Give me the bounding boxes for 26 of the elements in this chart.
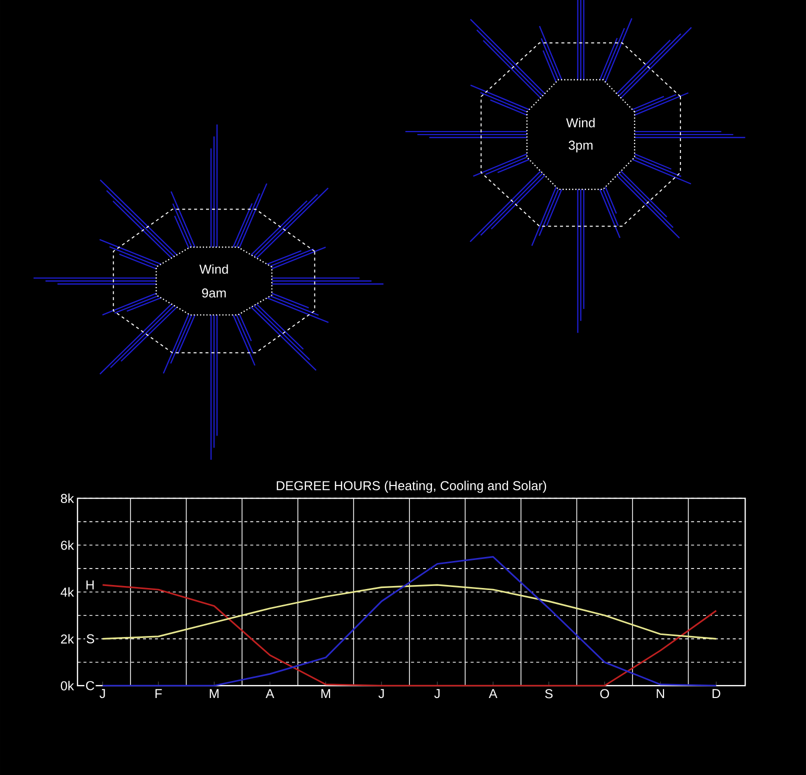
series-label: H [86,580,94,590]
text: Wind [566,118,595,128]
x-tick-label: S [545,688,553,698]
x-tick-label: F [156,688,162,698]
x-tick-label: A [266,688,274,698]
x-tick-label: J [378,688,384,698]
x-tick-label: D [712,688,720,698]
text: 9am [202,288,226,298]
y-tick-label: 2k [61,634,74,644]
x-tick-label: J [434,688,440,698]
series-label: C [86,680,94,690]
y-tick-label: 6k [61,540,74,550]
y-tick-label: 8k [60,493,74,503]
y-tick-label: 4k [60,587,74,596]
y-tick-label: 0k [60,680,74,690]
x-tick-label: A [488,688,498,698]
x-tick-label: M [210,688,218,698]
chart-title: DEGREE HOURS (Heating, Cooling and Solar) [276,480,546,493]
text: Wind [199,264,228,274]
series-label: S [86,634,94,644]
x-tick-label: O [600,688,610,698]
text: 3pm [568,140,592,152]
line-series [102,584,718,640]
x-tick-label: M [321,688,330,698]
x-tick-label: N [656,688,664,698]
x-tick-label: J [100,688,105,698]
